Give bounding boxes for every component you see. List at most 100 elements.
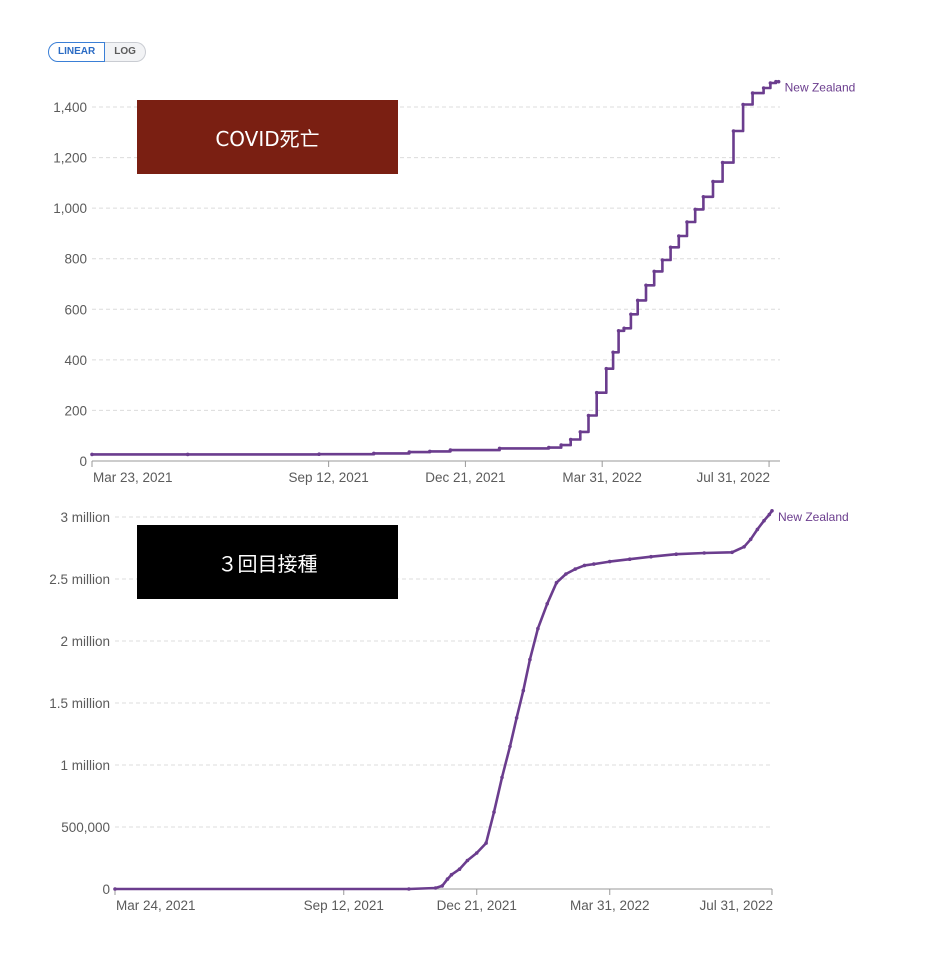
data-point — [711, 179, 715, 184]
data-point — [750, 91, 755, 95]
data-point — [445, 877, 450, 881]
data-point — [720, 160, 725, 165]
data-point — [536, 626, 540, 631]
data-point — [742, 545, 746, 549]
data-point — [433, 886, 438, 890]
data-point — [748, 537, 753, 542]
series-name-label: New Zealand — [778, 510, 849, 524]
data-point — [559, 443, 563, 447]
y-tick-label: 2 million — [60, 634, 110, 649]
data-point — [521, 688, 526, 693]
data-point — [644, 283, 648, 288]
y-tick-label: 200 — [64, 403, 87, 418]
booster-overlay-label: ３回目接種 — [137, 525, 398, 599]
data-point — [660, 258, 665, 262]
x-tick-label: Sep 12, 2021 — [304, 898, 384, 913]
data-point — [770, 509, 774, 513]
data-point — [547, 445, 551, 450]
data-point — [554, 580, 559, 585]
data-point — [616, 329, 621, 333]
data-point — [586, 413, 591, 418]
y-tick-label: 0 — [79, 454, 87, 469]
y-tick-label: 0 — [102, 882, 110, 897]
y-tick-label: 2.5 million — [49, 572, 110, 587]
data-point — [185, 452, 190, 457]
y-tick-label: 400 — [64, 353, 87, 368]
data-point — [761, 86, 766, 90]
data-point — [635, 298, 640, 303]
y-tick-label: 500,000 — [61, 820, 110, 835]
y-tick-label: 1,400 — [53, 100, 87, 115]
data-point — [448, 448, 453, 452]
data-point — [701, 195, 706, 199]
data-point — [677, 234, 681, 238]
x-tick-label: Sep 12, 2021 — [288, 470, 368, 485]
y-tick-label: 1,200 — [53, 151, 87, 166]
x-tick-label: Jul 31, 2022 — [696, 470, 770, 485]
y-tick-label: 1.5 million — [49, 696, 110, 711]
data-point — [465, 858, 470, 863]
data-point — [407, 887, 411, 891]
data-point — [668, 245, 673, 250]
data-point — [652, 269, 656, 274]
data-point — [762, 518, 766, 523]
data-point — [573, 567, 577, 571]
y-tick-label: 3 million — [60, 510, 110, 525]
x-tick-label: Mar 23, 2021 — [93, 470, 173, 485]
deaths-chart: 0 200 400 600 800 1,000 1,200 1,400 Mar 23, 2021… — [53, 79, 856, 485]
data-point — [449, 872, 454, 877]
data-point — [611, 350, 615, 355]
data-point — [767, 512, 772, 517]
data-point — [774, 79, 778, 84]
scale-toggle: LINEAR LOG — [48, 42, 146, 62]
data-point — [594, 390, 599, 395]
data-point — [702, 551, 706, 555]
data-point — [582, 563, 587, 568]
data-point — [649, 554, 653, 559]
data-point — [492, 810, 496, 814]
data-point — [731, 129, 736, 133]
data-point — [457, 867, 462, 871]
data-point — [528, 657, 532, 662]
x-tick-label: Jul 31, 2022 — [699, 898, 773, 913]
data-point — [440, 884, 445, 888]
data-point — [622, 326, 626, 331]
data-point — [685, 220, 689, 224]
data-point — [500, 775, 504, 780]
data-point — [607, 559, 612, 564]
y-tick-label: 800 — [64, 252, 87, 267]
data-point — [592, 562, 596, 566]
data-point — [627, 557, 632, 561]
data-point — [545, 602, 549, 606]
data-point — [741, 102, 745, 107]
x-tick-label: Dec 21, 2021 — [437, 898, 517, 913]
data-point — [674, 552, 678, 556]
data-point — [514, 716, 519, 720]
data-point — [113, 887, 117, 891]
data-point — [317, 452, 321, 457]
booster-chart: 0 500,000 1 million 1.5 million 2 million 2.5… — [49, 509, 849, 913]
y-tick-label: 600 — [64, 302, 87, 317]
data-point — [474, 851, 479, 855]
x-tick-label: Dec 21, 2021 — [425, 470, 505, 485]
log-scale-button[interactable]: LOG — [105, 42, 146, 62]
linear-scale-button[interactable]: LINEAR — [48, 42, 106, 62]
data-point — [497, 446, 502, 451]
series-name-label: New Zealand — [785, 81, 856, 95]
data-point — [776, 79, 781, 84]
data-point — [755, 527, 760, 532]
x-tick-label: Mar 31, 2022 — [562, 470, 642, 485]
x-tick-label: Mar 24, 2021 — [116, 898, 196, 913]
deaths-overlay-label: COVID死亡 — [137, 100, 398, 174]
data-point — [484, 841, 488, 845]
data-point — [372, 451, 376, 456]
data-point — [629, 312, 633, 317]
data-point — [407, 450, 412, 454]
data-point — [578, 430, 583, 434]
data-point — [604, 366, 609, 371]
x-tick-label: Mar 31, 2022 — [570, 898, 650, 913]
y-tick-label: 1 million — [60, 758, 110, 773]
data-point — [568, 437, 573, 442]
data-point — [730, 550, 734, 555]
